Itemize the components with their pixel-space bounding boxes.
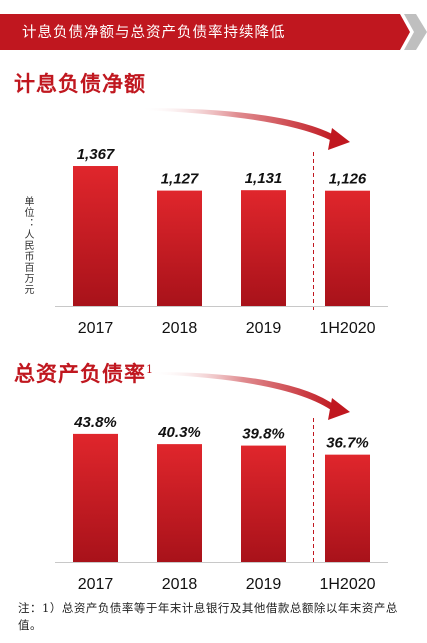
chart1-x-tick-1H2020: 1H2020 <box>319 320 375 337</box>
banner-arrow-icon <box>404 14 427 50</box>
chart2-title: 总资产负债率1 <box>14 358 153 388</box>
chart2-title-footnote-ref: 1 <box>146 363 153 376</box>
chart2-debt-to-asset-ratio: 43.8% 2017 40.3% 2018 39.8% 2019 36.7% 1H2020 <box>55 372 388 593</box>
chart2-trend-arrow-body <box>150 372 336 412</box>
chart2-value-label-2018: 40.3% <box>157 424 201 441</box>
chart2-trend-arrow-head-icon <box>328 398 350 420</box>
chart1-bar-1H2020 <box>325 190 370 306</box>
chart2-value-label-1H2020: 36.7% <box>326 435 369 452</box>
chart1-title: 计息负债净额 <box>14 68 146 98</box>
header-banner <box>0 14 427 50</box>
chart2-bar-1H2020 <box>325 454 370 562</box>
chart1-value-label-1H2020: 1,126 <box>329 171 367 188</box>
chart1-unit-label: 单位：人民币百万元 <box>22 196 33 295</box>
chart2-bar-2017 <box>73 433 118 562</box>
chart1-x-tick-2017: 2017 <box>78 320 114 337</box>
chart1-title-text: 计息负债净额 <box>14 71 146 96</box>
chart2-x-tick-2018: 2018 <box>162 576 198 593</box>
chart1-value-label-2018: 1,127 <box>161 171 199 188</box>
chart2-x-tick-2019: 2019 <box>246 576 282 593</box>
chart2-value-label-2019: 39.8% <box>242 426 285 443</box>
chart1-value-label-2017: 1,367 <box>77 146 115 163</box>
chart2-bar-2019 <box>241 445 286 562</box>
chart1-x-tick-2018: 2018 <box>162 320 198 337</box>
chart2-x-tick-2017: 2017 <box>78 576 114 593</box>
footnote: 注：1）总资产负债率等于年末计息银行及其他借款总额除以年末资产总值。 <box>18 601 398 632</box>
banner-background <box>0 14 410 50</box>
chart2-bar-2018 <box>157 444 202 562</box>
chart1-bar-2017 <box>73 166 118 306</box>
chart1-value-label-2019: 1,131 <box>245 170 283 187</box>
chart1-trend-arrow-head-icon <box>328 128 350 150</box>
chart2-title-text: 总资产负债率 <box>14 361 146 386</box>
chart1-trend-arrow-body <box>140 108 336 142</box>
chart1-x-tick-2019: 2019 <box>246 320 282 337</box>
chart2-x-tick-1H2020: 1H2020 <box>319 576 375 593</box>
chart1-net-interest-liabilities: 1,367 2017 1,127 2018 1,131 2019 1,126 1H2020 <box>55 108 388 337</box>
chart1-bar-2019 <box>241 190 286 306</box>
banner-title: 计息负债净额与总资产负债率持续降低 <box>22 25 286 41</box>
chart1-bar-2018 <box>157 190 202 306</box>
chart2-value-label-2017: 43.8% <box>73 414 117 431</box>
